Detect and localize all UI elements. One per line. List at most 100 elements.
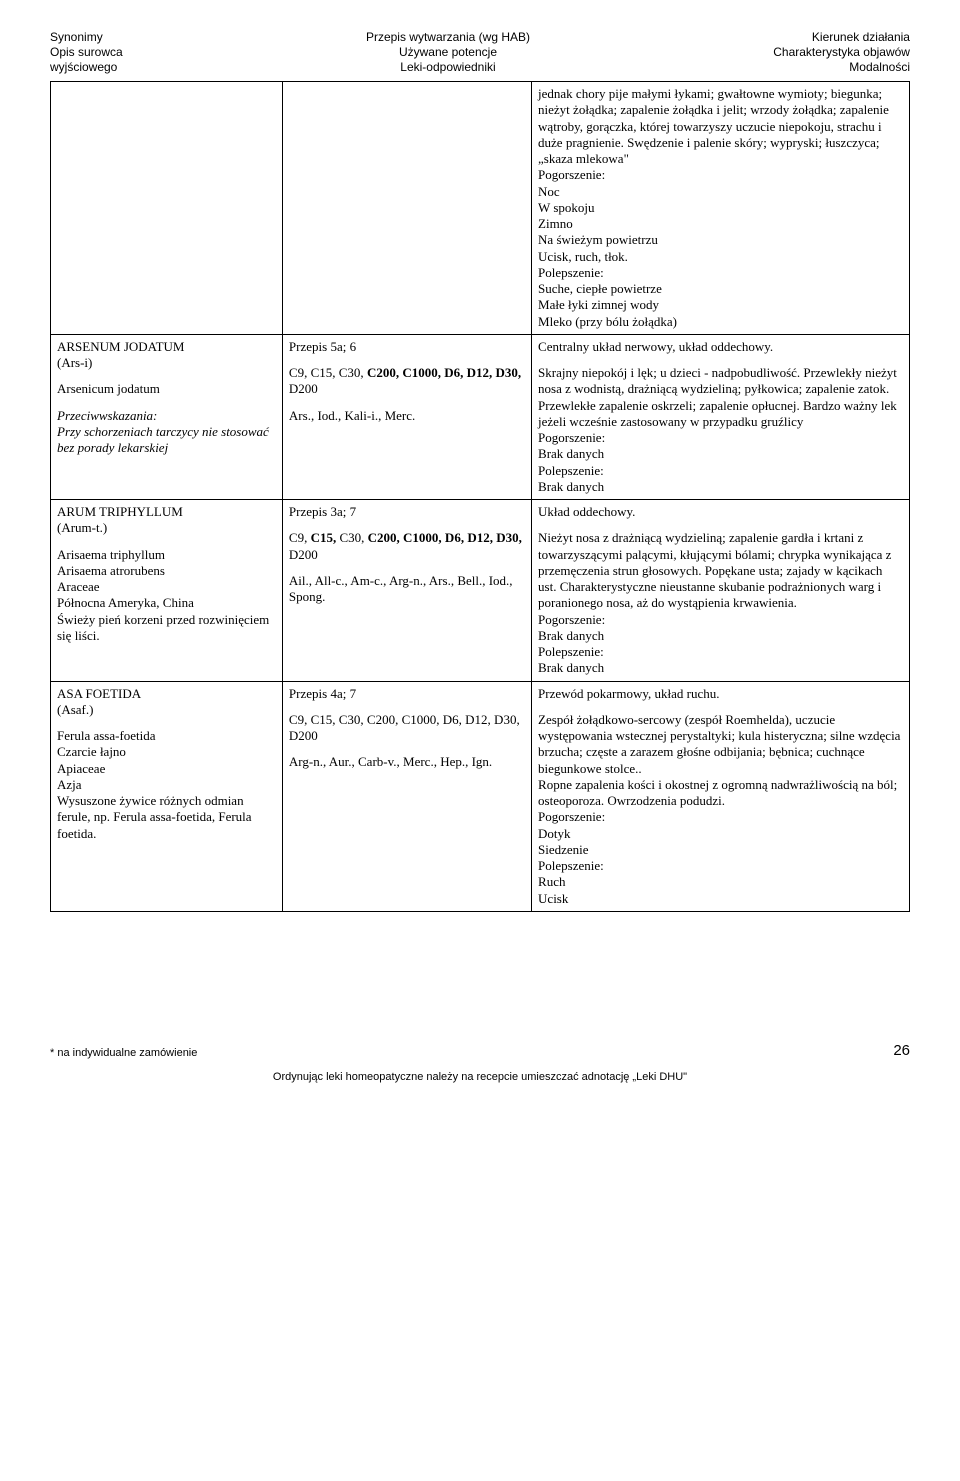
- symptom-text: Zespół żołądkowo-sercowy (zespół Roemhel…: [538, 712, 903, 777]
- cell-recipe: Przepis 5a; 6 C9, C15, C30, C200, C1000,…: [282, 334, 531, 499]
- remedy-title: ARUM TRIPHYLLUM: [57, 504, 276, 520]
- cell-remedy: ARSENUM JODATUM (Ars-i) Arsenicum jodatu…: [51, 334, 283, 499]
- source-line: Czarcie łajno: [57, 744, 276, 760]
- remedy-abbr: (Arum-t.): [57, 520, 276, 536]
- worsening-item: Zimno: [538, 216, 903, 232]
- table-row: ARUM TRIPHYLLUM (Arum-t.) Arisaema triph…: [51, 500, 910, 682]
- footnote-row: * na indywidualne zamówienie 26: [50, 1042, 910, 1061]
- source-line: Arisaema atrorubens: [57, 563, 276, 579]
- cell-symptoms: Przewód pokarmowy, układ ruchu. Zespół ż…: [532, 681, 910, 911]
- potency-part: C9, C15, C30,: [289, 365, 367, 380]
- related-text: Ail., All-c., Am-c., Arg-n., Ars., Bell.…: [289, 573, 525, 606]
- worsening-item: Ucisk, ruch, tłok.: [538, 249, 903, 265]
- header-text: Kierunek działania: [773, 30, 910, 45]
- potency-part: C30,: [336, 530, 367, 545]
- worsening-label: Pogorszenie:: [538, 612, 903, 628]
- improvement-label: Polepszenie:: [538, 265, 903, 281]
- worsening-item: Siedzenie: [538, 842, 903, 858]
- source-line: Arisaema triphyllum: [57, 547, 276, 563]
- source-line: Świeży pień korzeni przed rozwinięciem s…: [57, 612, 276, 645]
- recipe-text: Przepis 5a; 6: [289, 339, 525, 355]
- potency-part: C9,: [289, 530, 311, 545]
- page-header: Synonimy Opis surowca wyjściowego Przepi…: [50, 30, 910, 75]
- potency-part: D200: [289, 381, 318, 396]
- cell-empty: [51, 82, 283, 335]
- source-line: Wysuszone żywice różnych odmian ferule, …: [57, 793, 276, 842]
- header-text: Modalności: [773, 60, 910, 75]
- improvement-item: Brak danych: [538, 660, 903, 676]
- potency-part: D200: [289, 547, 318, 562]
- improvement-item: Małe łyki zimnej wody: [538, 297, 903, 313]
- contra-text: Przy schorzeniach tarczycy nie stosować …: [57, 424, 276, 457]
- direction-text: Przewód pokarmowy, układ ruchu.: [538, 686, 903, 702]
- worsening-label: Pogorszenie:: [538, 167, 903, 183]
- potency-bold: C200, C1000, D6, D12, D30,: [367, 365, 521, 380]
- source-line: Azja: [57, 777, 276, 793]
- header-right: Kierunek działania Charakterystyka objaw…: [773, 30, 910, 75]
- potency-text: C9, C15, C30, C200, C1000, D6, D12, D30,…: [289, 365, 525, 398]
- worsening-item: W spokoju: [538, 200, 903, 216]
- potency-text: C9, C15, C30, C200, C1000, D6, D12, D30,…: [289, 712, 525, 745]
- source-line: Apiaceae: [57, 761, 276, 777]
- improvement-label: Polepszenie:: [538, 644, 903, 660]
- header-text: wyjściowego: [50, 60, 123, 75]
- improvement-item: Brak danych: [538, 479, 903, 495]
- header-text: Charakterystyka objawów: [773, 45, 910, 60]
- related-text: Arg-n., Aur., Carb-v., Merc., Hep., Ign.: [289, 754, 525, 770]
- header-center: Przepis wytwarzania (wg HAB) Używane pot…: [366, 30, 530, 75]
- cell-empty: [282, 82, 531, 335]
- improvement-label: Polepszenie:: [538, 463, 903, 479]
- header-text: Używane potencje: [366, 45, 530, 60]
- source-line: Północna Ameryka, China: [57, 595, 276, 611]
- bottom-note: Ordynując leki homeopatyczne należy na r…: [50, 1071, 910, 1085]
- worsening-item: Brak danych: [538, 446, 903, 462]
- improvement-item: Suche, ciepłe powietrze: [538, 281, 903, 297]
- symptom-text: Ropne zapalenia kości i okostnej z ogrom…: [538, 777, 903, 810]
- remedy-abbr: (Ars-i): [57, 355, 276, 371]
- contra-label: Przeciwwskazania:: [57, 408, 276, 424]
- potency-text: C9, C15, C30, C200, C1000, D6, D12, D30,…: [289, 530, 525, 563]
- cell-recipe: Przepis 3a; 7 C9, C15, C30, C200, C1000,…: [282, 500, 531, 682]
- table-row: ARSENUM JODATUM (Ars-i) Arsenicum jodatu…: [51, 334, 910, 499]
- improvement-label: Polepszenie:: [538, 858, 903, 874]
- worsening-item: Brak danych: [538, 628, 903, 644]
- remedy-title: ASA FOETIDA: [57, 686, 276, 702]
- direction-text: Układ oddechowy.: [538, 504, 903, 520]
- remedy-name: Arsenicum jodatum: [57, 381, 276, 397]
- table-row: jednak chory pije małymi łykami; gwałtow…: [51, 82, 910, 335]
- symptom-text: Skrajny niepokój i lęk; u dzieci - nadpo…: [538, 365, 903, 430]
- source-line: Ferula assa-foetida: [57, 728, 276, 744]
- cell-recipe: Przepis 4a; 7 C9, C15, C30, C200, C1000,…: [282, 681, 531, 911]
- related-text: Ars., Iod., Kali-i., Merc.: [289, 408, 525, 424]
- symptom-text: jednak chory pije małymi łykami; gwałtow…: [538, 86, 903, 167]
- main-table: jednak chory pije małymi łykami; gwałtow…: [50, 81, 910, 912]
- header-text: Opis surowca: [50, 45, 123, 60]
- potency-bold: C200, C1000, D6, D12, D30,: [368, 530, 522, 545]
- worsening-item: Noc: [538, 184, 903, 200]
- cell-remedy: ARUM TRIPHYLLUM (Arum-t.) Arisaema triph…: [51, 500, 283, 682]
- direction-text: Centralny układ nerwowy, układ oddechowy…: [538, 339, 903, 355]
- recipe-text: Przepis 4a; 7: [289, 686, 525, 702]
- header-left: Synonimy Opis surowca wyjściowego: [50, 30, 123, 75]
- remedy-title: ARSENUM JODATUM: [57, 339, 276, 355]
- worsening-label: Pogorszenie:: [538, 809, 903, 825]
- page-number: 26: [893, 1042, 910, 1061]
- cell-symptoms: Układ oddechowy. Nieżyt nosa z drażniącą…: [532, 500, 910, 682]
- recipe-text: Przepis 3a; 7: [289, 504, 525, 520]
- potency-bold: C15,: [311, 530, 337, 545]
- improvement-item: Mleko (przy bólu żołądka): [538, 314, 903, 330]
- source-line: Araceae: [57, 579, 276, 595]
- footnote-text: * na indywidualne zamówienie: [50, 1047, 197, 1061]
- improvement-item: Ucisk: [538, 891, 903, 907]
- improvement-item: Ruch: [538, 874, 903, 890]
- worsening-item: Dotyk: [538, 826, 903, 842]
- symptom-text: Nieżyt nosa z drażniącą wydzieliną; zapa…: [538, 530, 903, 611]
- remedy-abbr: (Asaf.): [57, 702, 276, 718]
- cell-symptoms: Centralny układ nerwowy, układ oddechowy…: [532, 334, 910, 499]
- header-text: Przepis wytwarzania (wg HAB): [366, 30, 530, 45]
- cell-remedy: ASA FOETIDA (Asaf.) Ferula assa-foetida …: [51, 681, 283, 911]
- header-text: Synonimy: [50, 30, 123, 45]
- table-row: ASA FOETIDA (Asaf.) Ferula assa-foetida …: [51, 681, 910, 911]
- cell-symptoms: jednak chory pije małymi łykami; gwałtow…: [532, 82, 910, 335]
- worsening-item: Na świeżym powietrzu: [538, 232, 903, 248]
